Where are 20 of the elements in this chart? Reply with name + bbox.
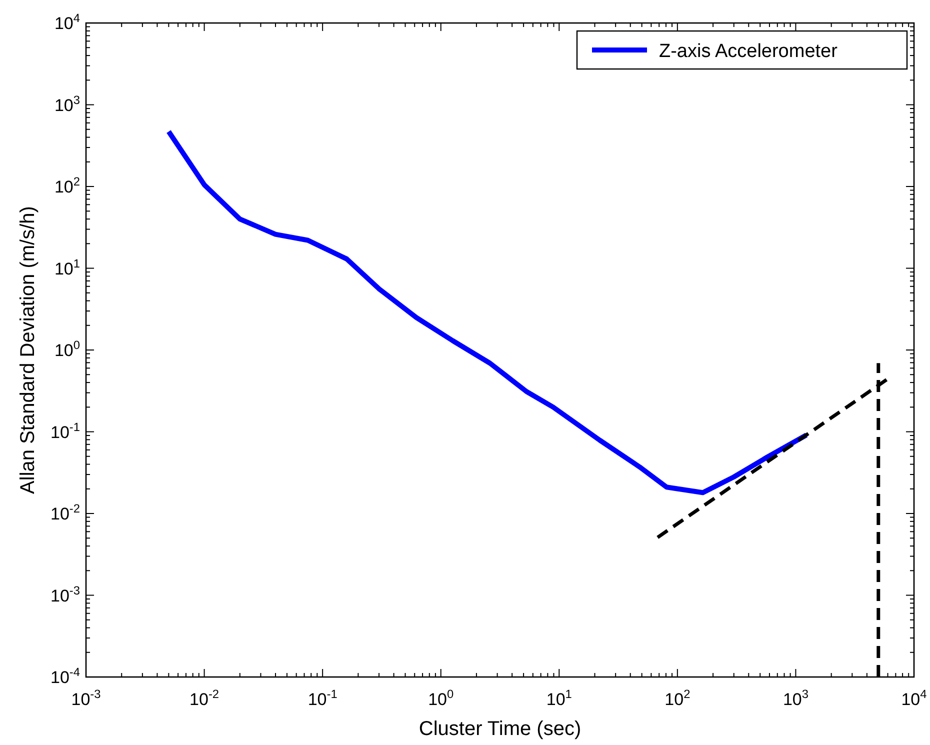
x-tick-label: 10$^{-3}$ [71, 687, 102, 709]
x-tick-label: 10$^{0}$ [428, 687, 454, 709]
x-tick-label: 10$^{-1}$ [308, 687, 338, 709]
x-tick-label: 10$^{1}$ [546, 687, 572, 709]
y-tick-label: 10$^{-1}$ [50, 420, 80, 442]
y-tick-label: 10$^{-3}$ [50, 583, 80, 606]
y-tick-label: 10$^{1}$ [54, 256, 80, 278]
legend-label: Z-axis Accelerometer [659, 41, 838, 62]
x-tick-label: 10$^{-2}$ [190, 687, 220, 709]
y-tick-label: 10$^{2}$ [54, 174, 80, 196]
y-tick-label: 10$^{-2}$ [50, 502, 80, 524]
x-tick-label: 10$^{2}$ [664, 687, 691, 709]
y-tick-label: 10$^{4}$ [54, 11, 80, 33]
y-tick-label: 10$^{-4}$ [50, 665, 80, 687]
x-axis-title: Cluster Time (sec) [418, 718, 582, 740]
y-tick-label: 10$^{0}$ [54, 338, 80, 360]
x-tick-label: 10$^{3}$ [782, 687, 809, 709]
x-tick-label: 10$^{4}$ [901, 687, 928, 709]
y-tick-label: 10$^{3}$ [54, 92, 80, 115]
y-axis-title: Allan Standard Deviation (m/s/h) [17, 206, 39, 494]
